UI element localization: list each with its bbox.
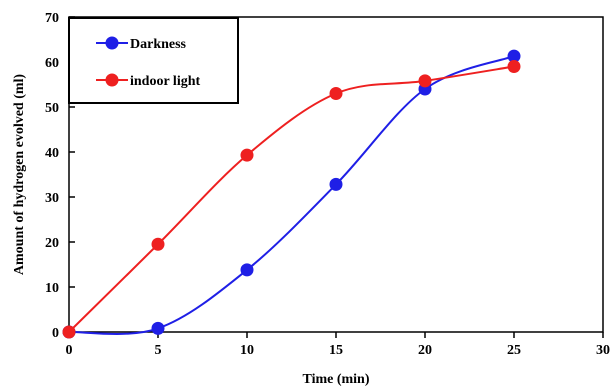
legend-label-indoor-light: indoor light [130,74,200,89]
y-tick-label: 10 [45,281,59,296]
x-tick-label: 10 [240,343,254,358]
series-line-indoor-light [68,65,515,333]
legend-marker-darkness [105,36,119,50]
x-tick-label: 5 [155,343,162,358]
x-tick-label: 25 [507,343,521,358]
y-tick-label: 0 [52,326,59,341]
y-tick-label: 40 [45,146,59,161]
y-axis-title: Amount of hydrogen evolved (ml) [12,74,27,276]
legend: Darkness indoor light [68,17,239,104]
x-tick-label: 0 [66,343,73,358]
data-point-indoor-light [418,74,432,88]
series-layer [62,49,521,339]
x-tick-label: 20 [418,343,432,358]
data-point-indoor-light [62,325,76,339]
x-tick-label: 15 [329,343,343,358]
data-point-indoor-light [240,148,254,162]
series-indoor-light [62,60,521,339]
data-point-darkness [329,177,343,191]
x-tick-label: 30 [596,343,610,358]
y-tick-label: 20 [45,236,59,251]
y-axis: 0 10 20 30 40 50 60 70 [45,11,75,341]
y-tick-label: 50 [45,101,59,116]
x-axis-title: Time (min) [302,372,369,387]
y-tick-label: 60 [45,56,59,71]
x-axis: 0 5 10 15 20 25 30 [66,332,610,358]
data-point-darkness [240,263,254,277]
y-tick-label: 30 [45,191,59,206]
legend-label-darkness: Darkness [130,37,187,52]
data-point-indoor-light [151,237,165,251]
data-point-darkness [151,321,165,335]
legend-marker-indoor-light [105,73,119,87]
legend-box [68,17,239,104]
data-point-indoor-light [507,60,521,73]
y-tick-label: 70 [45,11,59,26]
data-point-indoor-light [329,87,343,100]
data-point-darkness [507,49,521,63]
